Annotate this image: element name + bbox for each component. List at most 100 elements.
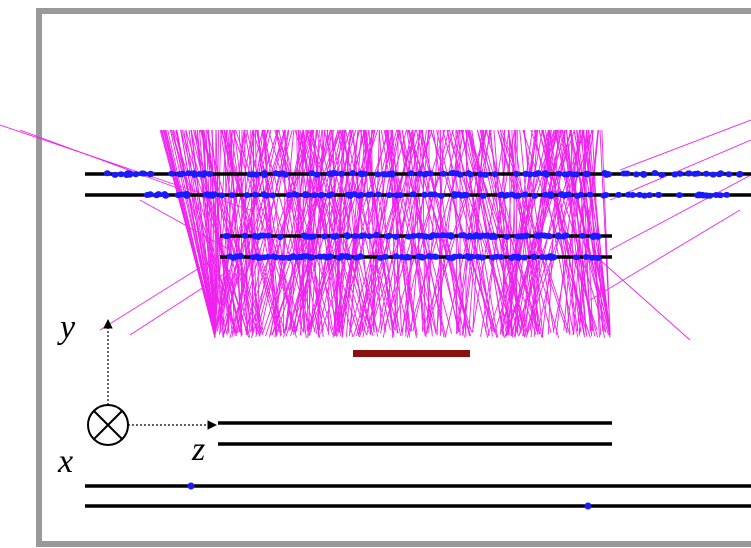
hit: [382, 254, 389, 260]
hit: [603, 172, 610, 178]
hit: [493, 254, 500, 260]
hit: [594, 234, 601, 240]
hit: [331, 234, 338, 240]
hit: [566, 171, 573, 177]
hit: [282, 172, 289, 178]
hit: [241, 233, 248, 239]
hit: [514, 254, 521, 260]
hit: [640, 171, 647, 177]
target: [353, 350, 470, 357]
hit: [736, 171, 743, 177]
hit: [563, 232, 570, 238]
hit: [465, 170, 472, 176]
hit: [393, 192, 400, 198]
hit: [584, 171, 591, 177]
hit: [620, 171, 627, 177]
hit: [625, 192, 632, 198]
hit: [416, 171, 423, 177]
hit: [542, 170, 549, 176]
hit: [457, 172, 464, 178]
hit: [146, 192, 153, 198]
hit: [252, 192, 259, 198]
hit: [301, 233, 308, 239]
hit: [651, 170, 658, 176]
hit: [311, 192, 318, 198]
hit: [375, 191, 382, 197]
hit: [504, 234, 511, 240]
hit: [338, 171, 345, 177]
hit: [301, 253, 308, 259]
hit: [513, 171, 520, 177]
hit: [491, 171, 498, 177]
hit: [269, 192, 276, 198]
hit: [263, 193, 270, 199]
hit: [374, 171, 381, 177]
hit: [244, 192, 251, 198]
hit: [392, 234, 399, 240]
hit: [161, 191, 168, 197]
hit: [373, 232, 380, 238]
hit: [579, 233, 586, 239]
hit: [535, 170, 542, 176]
hit: [224, 233, 231, 239]
hit: [358, 171, 365, 177]
hit: [347, 193, 354, 199]
hit: [139, 170, 146, 176]
hit: [521, 191, 528, 197]
hit: [405, 254, 412, 260]
hit: [466, 233, 473, 239]
axis-label: z: [191, 431, 205, 468]
hit: [633, 171, 640, 177]
hit: [356, 254, 363, 260]
hit: [321, 233, 328, 239]
hit: [428, 254, 435, 260]
hit: [349, 170, 356, 176]
hit: [388, 170, 395, 176]
hit: [450, 170, 457, 176]
hit: [702, 192, 709, 198]
hit: [104, 170, 111, 176]
hit: [573, 254, 580, 260]
hit: [523, 233, 530, 239]
hit: [497, 192, 504, 198]
hit: [434, 233, 441, 239]
hit: [427, 234, 434, 240]
event-display: y x z: [0, 0, 751, 548]
hit: [132, 171, 139, 177]
hit: [555, 171, 562, 177]
hit: [460, 232, 467, 238]
hit: [408, 170, 415, 176]
hit: [636, 192, 643, 198]
hit: [112, 172, 119, 178]
hit: [583, 254, 590, 260]
hit: [418, 254, 425, 260]
hit: [307, 255, 314, 261]
hit: [573, 171, 580, 177]
axis-label: x: [57, 443, 73, 480]
hit: [451, 191, 458, 197]
hit: [272, 254, 279, 260]
hit: [392, 253, 399, 259]
hit: [438, 193, 445, 199]
hit: [655, 192, 662, 198]
hit: [358, 192, 365, 198]
hit: [464, 253, 471, 259]
hit: [440, 171, 447, 177]
hit: [310, 234, 317, 240]
hit: [386, 192, 393, 198]
hit: [190, 171, 197, 177]
hit: [209, 193, 216, 199]
hit: [247, 172, 254, 178]
page: y x z (() => { const data = JSON.parse(d…: [0, 0, 751, 548]
hit: [318, 192, 325, 198]
hit: [291, 191, 298, 197]
hit: [326, 192, 333, 198]
hit: [314, 172, 321, 178]
hit: [589, 255, 596, 261]
hit: [329, 170, 336, 176]
hit: [123, 172, 130, 178]
hit: [490, 233, 497, 239]
hit: [200, 172, 207, 178]
frame: [39, 11, 751, 544]
hit: [548, 255, 555, 261]
